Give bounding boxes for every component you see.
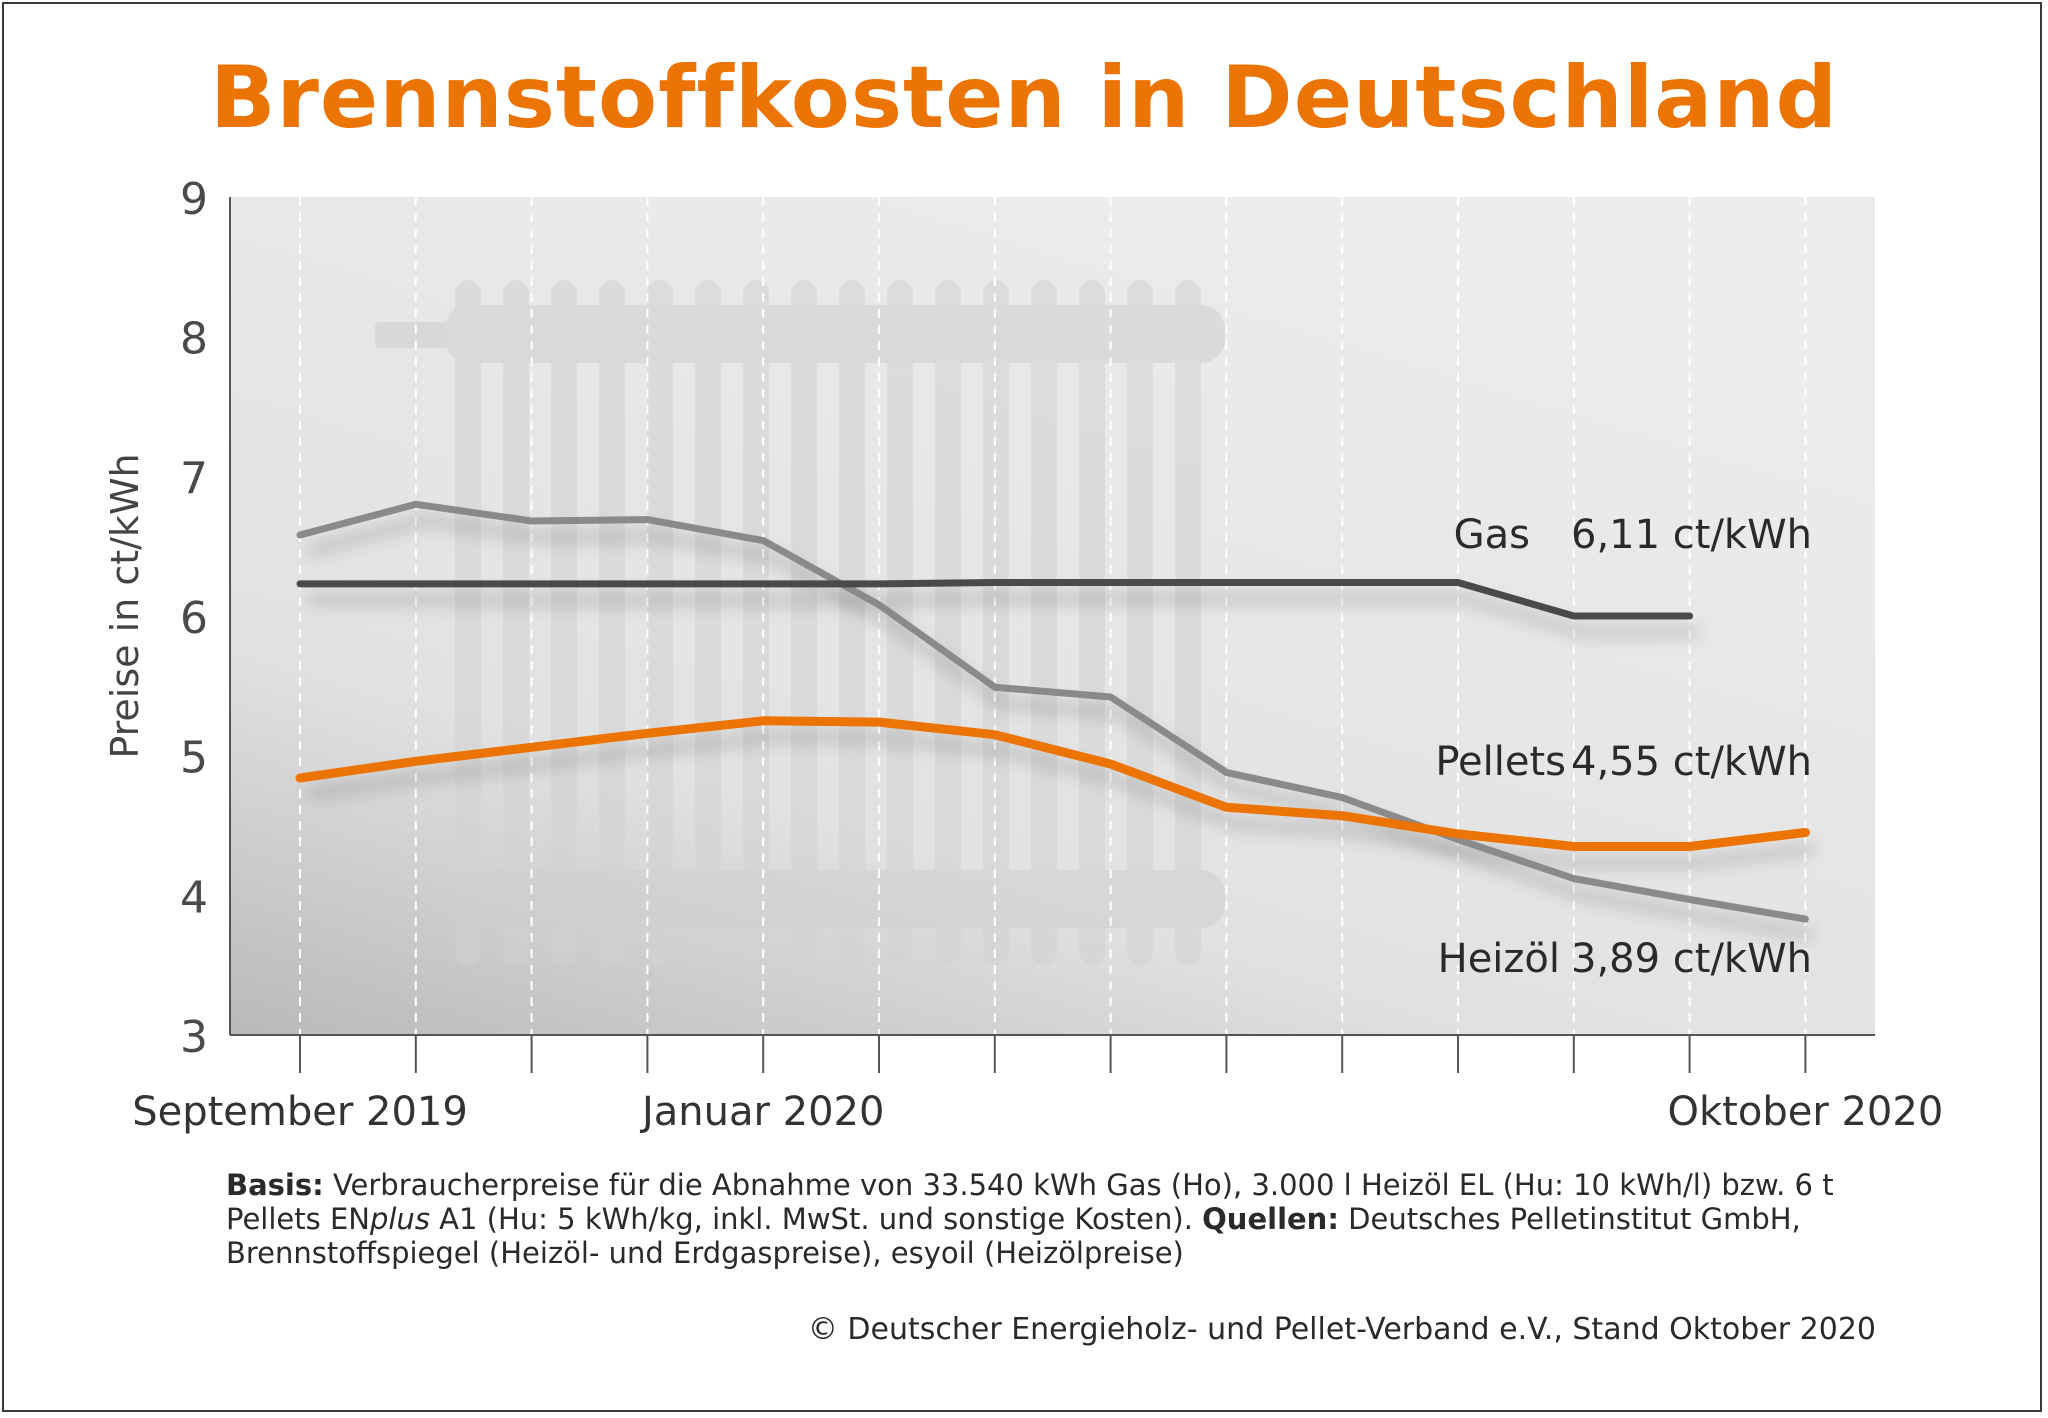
radiator-fin [599, 280, 625, 965]
radiator-fin [551, 280, 577, 965]
chart-title: Brennstoffkosten in Deutschland [209, 48, 1839, 148]
y-axis-label: Preise in ct/kWh [103, 453, 147, 758]
radiator-fin [455, 280, 481, 965]
basis-text-2: A1 (Hu: 5 kWh/kg, inkl. MwSt. und sonsti… [429, 1202, 1193, 1236]
x-tick-label: Januar 2020 [639, 1089, 884, 1135]
copyright-credit: © Deutscher Energieholz- und Pellet-Verb… [807, 1312, 1876, 1347]
series-value-label: 3,89 ct/kWh [1571, 936, 1812, 982]
radiator-valve [375, 322, 447, 348]
line-shadows [306, 515, 1815, 941]
y-tick-label: 5 [180, 733, 208, 784]
radiator-fin [503, 280, 529, 965]
series-line-heizoel [296, 500, 1809, 923]
basis-label: Basis: [226, 1168, 324, 1202]
series-line-pellets [295, 716, 1810, 851]
series-name-label: Pellets [1435, 739, 1566, 785]
y-tick-label: 3 [180, 1012, 208, 1063]
radiator-fin [1127, 280, 1153, 965]
series-value-label: 4,55 ct/kWh [1571, 739, 1812, 785]
radiator-illustration [375, 280, 1225, 965]
series-shadow [306, 515, 1815, 941]
x-tick-label: September 2019 [132, 1089, 468, 1135]
series-lines [295, 500, 1810, 923]
series-name-label: Heizöl [1438, 936, 1560, 982]
basis-italic: plus [369, 1202, 430, 1236]
y-tick-label: 4 [180, 872, 208, 923]
radiator-fin [695, 280, 721, 965]
y-tick-label: 8 [180, 314, 208, 365]
radiator-fin [839, 280, 865, 965]
radiator-fin [1031, 280, 1057, 965]
radiator-fin [647, 280, 673, 965]
radiator-fin [983, 280, 1009, 965]
series-shadow [308, 593, 1698, 637]
radiator-bottom-bar [445, 870, 1225, 928]
footnote: Basis: Verbraucherpreise für die Abnahme… [226, 1168, 1890, 1270]
series-line-gas [296, 579, 1694, 620]
series-end-labels: Gas 6,11 ct/kWh Pellets 4,55 ct/kWh Heizöl 3,… [1435, 512, 1812, 982]
radiator-fin [1175, 280, 1201, 965]
sources-text: Deutsches Pelletinstitut GmbH, Brennstof… [226, 1202, 1801, 1270]
basis-text: Verbraucherpreise für die Abnahme von 33… [226, 1168, 1834, 1236]
radiator-fin [1079, 280, 1105, 965]
radiator-fin [791, 280, 817, 965]
radiator-fin [743, 280, 769, 965]
axes: 3 4 5 6 7 8 9 September 2019 Januar 2020 Oktober … [132, 174, 1943, 1135]
sources-label: Quellen: [1202, 1202, 1339, 1236]
series-value-label: 6,11 ct/kWh [1571, 512, 1812, 558]
series-shadow [307, 731, 1815, 868]
radiator-fin [935, 280, 961, 965]
y-tick-label: 9 [180, 174, 208, 225]
series-name-label: Gas [1454, 512, 1530, 558]
y-tick-label: 6 [180, 593, 208, 644]
y-tick-label: 7 [180, 453, 208, 504]
x-tick-label: Oktober 2020 [1668, 1089, 1944, 1135]
radiator-top-bar [445, 305, 1225, 363]
